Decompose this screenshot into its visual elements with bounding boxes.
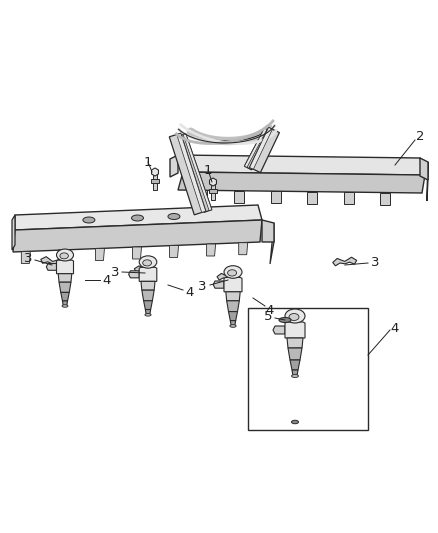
Polygon shape bbox=[226, 292, 240, 301]
Text: 4: 4 bbox=[266, 303, 274, 317]
Polygon shape bbox=[198, 190, 208, 203]
Polygon shape bbox=[262, 220, 274, 242]
Polygon shape bbox=[273, 326, 285, 334]
Ellipse shape bbox=[145, 313, 151, 316]
Polygon shape bbox=[170, 155, 178, 177]
Polygon shape bbox=[95, 248, 104, 261]
Polygon shape bbox=[15, 205, 262, 230]
Polygon shape bbox=[169, 133, 206, 215]
Text: 5: 5 bbox=[264, 310, 272, 322]
Ellipse shape bbox=[292, 375, 299, 377]
Polygon shape bbox=[151, 179, 159, 183]
Polygon shape bbox=[250, 127, 272, 169]
Polygon shape bbox=[153, 174, 157, 190]
Polygon shape bbox=[224, 277, 242, 292]
Ellipse shape bbox=[131, 215, 144, 221]
Polygon shape bbox=[139, 267, 157, 281]
Polygon shape bbox=[229, 312, 237, 321]
Text: 3: 3 bbox=[198, 280, 206, 294]
Polygon shape bbox=[58, 250, 67, 262]
Ellipse shape bbox=[143, 260, 152, 266]
Polygon shape bbox=[292, 370, 298, 376]
Text: 4: 4 bbox=[103, 273, 111, 287]
Polygon shape bbox=[217, 273, 239, 280]
Ellipse shape bbox=[292, 420, 299, 424]
Polygon shape bbox=[46, 263, 57, 270]
Text: 2: 2 bbox=[416, 131, 424, 143]
Polygon shape bbox=[21, 252, 30, 263]
Ellipse shape bbox=[230, 325, 236, 327]
Ellipse shape bbox=[60, 253, 68, 259]
Ellipse shape bbox=[228, 270, 237, 276]
Polygon shape bbox=[420, 158, 428, 180]
Polygon shape bbox=[129, 271, 139, 278]
Polygon shape bbox=[239, 243, 248, 255]
Polygon shape bbox=[133, 247, 141, 259]
Polygon shape bbox=[380, 192, 390, 205]
Polygon shape bbox=[58, 274, 72, 282]
Polygon shape bbox=[213, 281, 224, 288]
Polygon shape bbox=[271, 191, 281, 203]
Text: 3: 3 bbox=[371, 256, 379, 270]
Text: 3: 3 bbox=[24, 252, 32, 264]
Polygon shape bbox=[230, 321, 236, 326]
Ellipse shape bbox=[168, 214, 180, 220]
Polygon shape bbox=[290, 360, 300, 370]
Polygon shape bbox=[63, 301, 67, 306]
Polygon shape bbox=[209, 189, 217, 193]
Text: 4: 4 bbox=[391, 321, 399, 335]
Polygon shape bbox=[41, 257, 64, 266]
Polygon shape bbox=[57, 260, 74, 274]
Text: 1: 1 bbox=[204, 164, 212, 176]
Polygon shape bbox=[178, 172, 425, 193]
Polygon shape bbox=[270, 223, 274, 264]
Polygon shape bbox=[12, 215, 15, 250]
Polygon shape bbox=[285, 322, 305, 338]
Polygon shape bbox=[177, 133, 206, 213]
Text: 3: 3 bbox=[111, 265, 119, 279]
Polygon shape bbox=[250, 127, 279, 173]
Polygon shape bbox=[59, 282, 71, 293]
Ellipse shape bbox=[285, 309, 305, 323]
Polygon shape bbox=[211, 184, 215, 200]
Polygon shape bbox=[209, 178, 216, 186]
Ellipse shape bbox=[279, 318, 291, 322]
Ellipse shape bbox=[62, 305, 68, 308]
Polygon shape bbox=[61, 293, 69, 301]
Polygon shape bbox=[427, 162, 428, 201]
Polygon shape bbox=[152, 168, 159, 176]
Polygon shape bbox=[287, 338, 303, 348]
Ellipse shape bbox=[57, 249, 74, 261]
Polygon shape bbox=[145, 310, 151, 315]
Polygon shape bbox=[13, 220, 262, 252]
Polygon shape bbox=[333, 257, 357, 266]
Ellipse shape bbox=[83, 217, 95, 223]
Polygon shape bbox=[142, 290, 154, 301]
Ellipse shape bbox=[139, 256, 157, 268]
Polygon shape bbox=[234, 191, 244, 203]
Polygon shape bbox=[244, 128, 272, 170]
Polygon shape bbox=[178, 134, 212, 212]
Polygon shape bbox=[134, 266, 156, 274]
Polygon shape bbox=[178, 155, 425, 175]
Ellipse shape bbox=[289, 313, 299, 320]
Polygon shape bbox=[183, 134, 212, 211]
Polygon shape bbox=[344, 192, 354, 204]
Text: 4: 4 bbox=[186, 286, 194, 298]
Polygon shape bbox=[141, 281, 155, 290]
Polygon shape bbox=[227, 301, 239, 312]
Polygon shape bbox=[144, 301, 152, 310]
Bar bbox=[248, 308, 368, 430]
Ellipse shape bbox=[224, 265, 242, 278]
Text: 1: 1 bbox=[144, 156, 152, 168]
Polygon shape bbox=[170, 246, 179, 257]
Polygon shape bbox=[207, 244, 215, 256]
Polygon shape bbox=[307, 192, 317, 204]
Polygon shape bbox=[288, 348, 302, 360]
Polygon shape bbox=[244, 128, 267, 167]
